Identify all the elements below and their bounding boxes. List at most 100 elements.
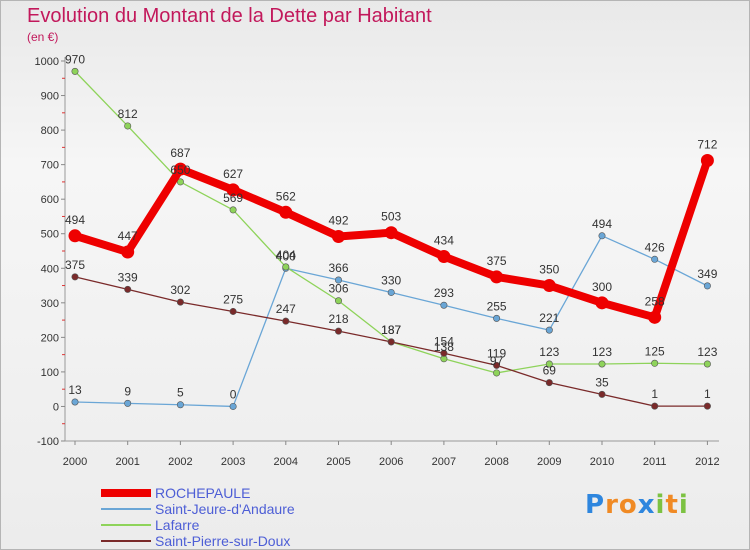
series-line-saint-jeure-d-andaure: [74, 235, 709, 408]
data-label-saint-pierre-sur-doux: 69: [543, 364, 557, 378]
data-label-saint-pierre-sur-doux: 119: [487, 346, 506, 360]
legend-swatch: [101, 489, 151, 497]
data-point-saint-pierre-sur-doux: [545, 379, 553, 387]
data-label-lafarre: 404: [276, 248, 296, 262]
data-label-rochepaule: 494: [65, 213, 85, 227]
data-label-lafarre: 970: [65, 52, 85, 66]
data-label-lafarre: 123: [592, 345, 612, 359]
data-point-rochepaule: [595, 296, 609, 310]
data-label-saint-pierre-sur-doux: 154: [434, 334, 454, 348]
x-tick-label: 2004: [274, 456, 298, 468]
data-point-saint-pierre-sur-doux: [124, 285, 132, 293]
data-point-rochepaule: [279, 205, 293, 219]
legend-swatch: [101, 524, 151, 526]
data-point-lafarre: [651, 359, 659, 367]
data-label-rochepaule: 434: [434, 234, 454, 248]
y-tick-label: -100: [37, 436, 59, 448]
x-tick-label: 2012: [695, 456, 719, 468]
data-label-rochepaule: 350: [539, 263, 559, 277]
data-label-rochepaule: 375: [487, 254, 507, 268]
data-label-rochepaule: 627: [223, 167, 243, 181]
data-label-lafarre: 569: [223, 191, 243, 205]
data-label-lafarre: 138: [434, 340, 454, 354]
data-label-rochepaule: 447: [118, 229, 138, 243]
data-point-lafarre: [176, 178, 184, 186]
data-point-saint-pierre-sur-doux: [493, 361, 501, 369]
data-label-saint-jeure-d-andaure: 5: [177, 386, 184, 400]
x-tick-label: 2002: [168, 456, 192, 468]
data-point-saint-jeure-d-andaure: [651, 255, 659, 263]
data-point-saint-pierre-sur-doux: [598, 390, 606, 398]
x-tick-label: 2006: [379, 456, 403, 468]
data-label-saint-pierre-sur-doux: 1: [704, 387, 711, 401]
legend-label: Saint-Jeure-d'Andaure: [155, 501, 295, 517]
logo-letter: i: [678, 490, 689, 520]
data-point-rochepaule: [332, 229, 345, 243]
y-tick-label: 200: [41, 332, 59, 344]
data-label-rochepaule: 687: [170, 146, 190, 160]
data-point-saint-pierre-sur-doux: [440, 349, 448, 357]
data-label-saint-pierre-sur-doux: 187: [381, 323, 401, 337]
data-point-saint-jeure-d-andaure: [493, 314, 501, 322]
data-point-saint-pierre-sur-doux: [71, 273, 79, 281]
y-tick-label: 900: [41, 91, 59, 103]
data-label-lafarre: 123: [539, 345, 559, 359]
x-tick-label: 2011: [643, 456, 667, 468]
data-point-rochepaule: [384, 226, 398, 240]
x-tick-label: 2010: [590, 456, 614, 468]
data-label-saint-pierre-sur-doux: 1: [651, 387, 658, 401]
data-label-saint-jeure-d-andaure: 255: [487, 299, 507, 313]
data-label-saint-jeure-d-andaure: 426: [645, 240, 665, 254]
data-point-lafarre: [229, 206, 237, 214]
y-tick-label: 500: [41, 229, 59, 241]
data-label-lafarre: 125: [645, 344, 665, 358]
data-label-rochepaule: 258: [645, 294, 665, 308]
data-point-rochepaule: [700, 153, 714, 167]
logo-letter: o: [618, 490, 638, 520]
data-label-lafarre: 97: [490, 354, 504, 368]
legend-swatch: [101, 508, 151, 510]
y-tick-label: 1000: [35, 56, 59, 68]
data-point-saint-jeure-d-andaure: [229, 402, 237, 410]
proxiti-logo: Proxiti: [585, 490, 689, 520]
data-label-saint-jeure-d-andaure: 9: [124, 384, 131, 398]
data-label-saint-pierre-sur-doux: 339: [118, 270, 138, 284]
x-tick-label: 2001: [115, 456, 139, 468]
y-tick-label: 600: [41, 194, 59, 206]
y-tick-label: 300: [41, 298, 59, 310]
y-tick-label: 0: [53, 401, 59, 413]
x-tick-label: 2008: [484, 456, 508, 468]
logo-letter: t: [665, 490, 679, 520]
data-point-saint-jeure-d-andaure: [387, 288, 395, 296]
data-point-lafarre: [493, 369, 501, 377]
data-label-saint-jeure-d-andaure: 400: [276, 249, 296, 263]
data-label-lafarre: 812: [118, 107, 138, 121]
data-point-saint-pierre-sur-doux: [176, 298, 184, 306]
data-label-saint-jeure-d-andaure: 13: [68, 383, 82, 397]
data-label-saint-jeure-d-andaure: 366: [328, 261, 348, 275]
data-label-lafarre: 306: [328, 282, 348, 296]
x-tick-label: 2005: [326, 456, 350, 468]
data-label-saint-jeure-d-andaure: 293: [434, 286, 454, 300]
data-label-rochepaule: 562: [276, 189, 296, 203]
data-point-saint-jeure-d-andaure: [71, 398, 79, 406]
data-label-saint-pierre-sur-doux: 247: [276, 302, 296, 316]
data-point-saint-pierre-sur-doux: [334, 327, 342, 335]
data-point-saint-pierre-sur-doux: [282, 317, 290, 325]
data-label-saint-jeure-d-andaure: 330: [381, 273, 401, 287]
data-label-rochepaule: 300: [592, 280, 612, 294]
y-tick-label: 700: [41, 160, 59, 172]
data-point-lafarre: [703, 360, 711, 368]
data-point-rochepaule: [121, 245, 135, 259]
data-label-saint-jeure-d-andaure: 221: [539, 311, 559, 325]
data-point-saint-jeure-d-andaure: [545, 326, 553, 334]
data-label-lafarre: 187: [381, 323, 401, 337]
data-point-saint-pierre-sur-doux: [387, 338, 395, 346]
x-tick-label: 2003: [221, 456, 245, 468]
data-label-saint-pierre-sur-doux: 375: [65, 258, 85, 272]
data-label-saint-pierre-sur-doux: 35: [595, 375, 609, 389]
data-label-saint-pierre-sur-doux: 275: [223, 292, 243, 306]
data-label-rochepaule: 712: [697, 137, 717, 151]
data-point-saint-jeure-d-andaure: [334, 276, 342, 284]
data-point-rochepaule: [490, 270, 504, 284]
